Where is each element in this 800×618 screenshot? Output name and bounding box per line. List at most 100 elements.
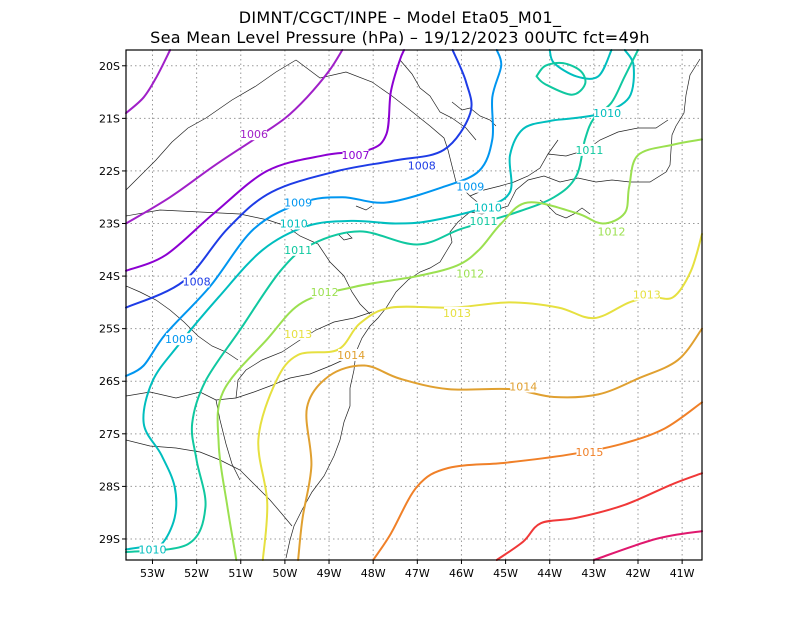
isobar-1013 xyxy=(257,233,703,561)
lat-tick-label: 29S xyxy=(99,533,120,546)
isobar-1009 xyxy=(125,49,503,377)
isobar-label-background xyxy=(470,214,497,227)
isobar-label: 1006 xyxy=(240,128,268,141)
lat-tick-label: 24S xyxy=(99,270,120,283)
isobar-1012 xyxy=(216,138,703,561)
isobar-labels: 1006 1007 1008 1008 1009 1009 1009 1010 1010 1010… xyxy=(138,107,661,556)
isobar-label-background xyxy=(576,143,603,156)
map-title-line-2: Sea Mean Level Pressure (hPa) – 19/12/20… xyxy=(150,28,650,47)
isobar-1015 xyxy=(372,401,703,561)
lon-tick-label: 43W xyxy=(581,567,606,580)
isobar-1008 xyxy=(125,49,473,309)
lat-tick-label: 23S xyxy=(99,218,120,231)
state-border xyxy=(469,139,559,197)
lat-tick-label: 22S xyxy=(99,165,120,178)
lon-tick-label: 50W xyxy=(272,567,297,580)
isobar-label-background xyxy=(342,149,369,162)
isobar-label: 1010 xyxy=(593,107,621,120)
isobar-1006 xyxy=(125,49,172,115)
isobar-label: 1015 xyxy=(575,446,603,459)
lon-tick-label: 44W xyxy=(537,567,562,580)
coastline xyxy=(539,199,591,219)
coastline xyxy=(337,231,353,241)
isobar-label: 1012 xyxy=(456,267,484,280)
lat-tick-label: 28S xyxy=(99,480,120,493)
isobar-label-background xyxy=(285,243,312,256)
isobar-label: 1013 xyxy=(443,307,471,320)
lon-tick-label: 51W xyxy=(228,567,253,580)
coastline xyxy=(285,58,701,559)
coastline xyxy=(355,205,373,211)
state-border xyxy=(125,285,239,361)
state-border xyxy=(125,209,371,315)
isobar-label: 1011 xyxy=(575,144,603,157)
isobar-label: 1010 xyxy=(474,202,502,215)
isobar-label-background xyxy=(165,333,192,346)
isobar-label-background xyxy=(280,217,307,230)
lon-tick-label: 53W xyxy=(140,567,165,580)
lat-tick-label: 21S xyxy=(99,112,120,125)
state-border xyxy=(547,119,669,157)
isobar-label: 1013 xyxy=(633,288,661,301)
isobar-1010 xyxy=(125,49,635,551)
isobar-label-background xyxy=(457,267,484,280)
isobar-label: 1014 xyxy=(337,349,365,362)
isobar-label: 1009 xyxy=(284,196,312,209)
isobar-label-background xyxy=(408,159,435,172)
isobar-label-background xyxy=(444,306,471,319)
isobar-label-background xyxy=(457,180,484,193)
isobar-label: 1012 xyxy=(311,286,339,299)
isobar-label-background xyxy=(576,446,603,459)
state-border xyxy=(399,59,477,141)
lon-tick-label: 45W xyxy=(493,567,518,580)
isobar-label-background xyxy=(594,107,621,120)
isobar-label: 1008 xyxy=(183,275,211,288)
isobar-1017 xyxy=(592,530,703,561)
isobar-lines xyxy=(125,49,703,561)
isobar-label-background xyxy=(510,380,537,393)
isobar-label-background xyxy=(633,288,660,301)
state-border xyxy=(125,439,293,527)
isobar-label: 1010 xyxy=(138,543,166,556)
isobar-label: 1009 xyxy=(165,333,193,346)
isobar-1011 xyxy=(125,49,639,554)
isobar-label: 1010 xyxy=(280,218,308,231)
isobar-label-background xyxy=(598,225,625,238)
isobar-label-background xyxy=(285,327,312,340)
isobar-label-background xyxy=(285,196,312,209)
map-title-line-1: DIMNT/CGCT/INPE – Model Eta05_M01_ xyxy=(238,8,562,27)
lon-tick-label: 49W xyxy=(317,567,342,580)
state-border xyxy=(235,311,373,399)
isobar-1006 xyxy=(125,49,344,225)
isobar-label-background xyxy=(139,543,166,556)
political-borders xyxy=(125,58,701,559)
lat-tick-label: 25S xyxy=(99,323,120,336)
lat-tick-label: 27S xyxy=(99,428,120,441)
lon-tick-label: 42W xyxy=(626,567,651,580)
isobar-label: 1007 xyxy=(342,149,370,162)
isobar-label-background xyxy=(183,275,210,288)
isobar-1010 xyxy=(548,49,613,80)
axis-ticks: 20S 21S 22S 23S 24S 25S 26S 27S 28S 29S 53W 52W 51W 5… xyxy=(99,60,695,580)
lon-tick-label: 48W xyxy=(361,567,386,580)
isobar-label: 1012 xyxy=(598,225,626,238)
state-border xyxy=(125,355,353,401)
isobar-label: 1008 xyxy=(408,160,436,173)
lon-tick-label: 52W xyxy=(184,567,209,580)
lat-tick-label: 20S xyxy=(99,60,120,73)
isobar-1016 xyxy=(495,472,703,561)
isobar-1014 xyxy=(297,327,703,561)
isobar-label: 1014 xyxy=(509,380,537,393)
isobar-1011 xyxy=(535,61,587,96)
isobar-label-background xyxy=(338,348,365,361)
lat-tick-label: 26S xyxy=(99,375,120,388)
isobar-label-background xyxy=(241,128,267,141)
lon-tick-label: 47W xyxy=(405,567,430,580)
isobar-label-background xyxy=(474,201,501,214)
coastline xyxy=(451,101,497,127)
isobar-label: 1009 xyxy=(456,181,484,194)
lon-tick-label: 41W xyxy=(670,567,695,580)
isobar-label-background xyxy=(311,285,338,298)
lon-tick-label: 46W xyxy=(449,567,474,580)
state-border xyxy=(125,59,297,191)
